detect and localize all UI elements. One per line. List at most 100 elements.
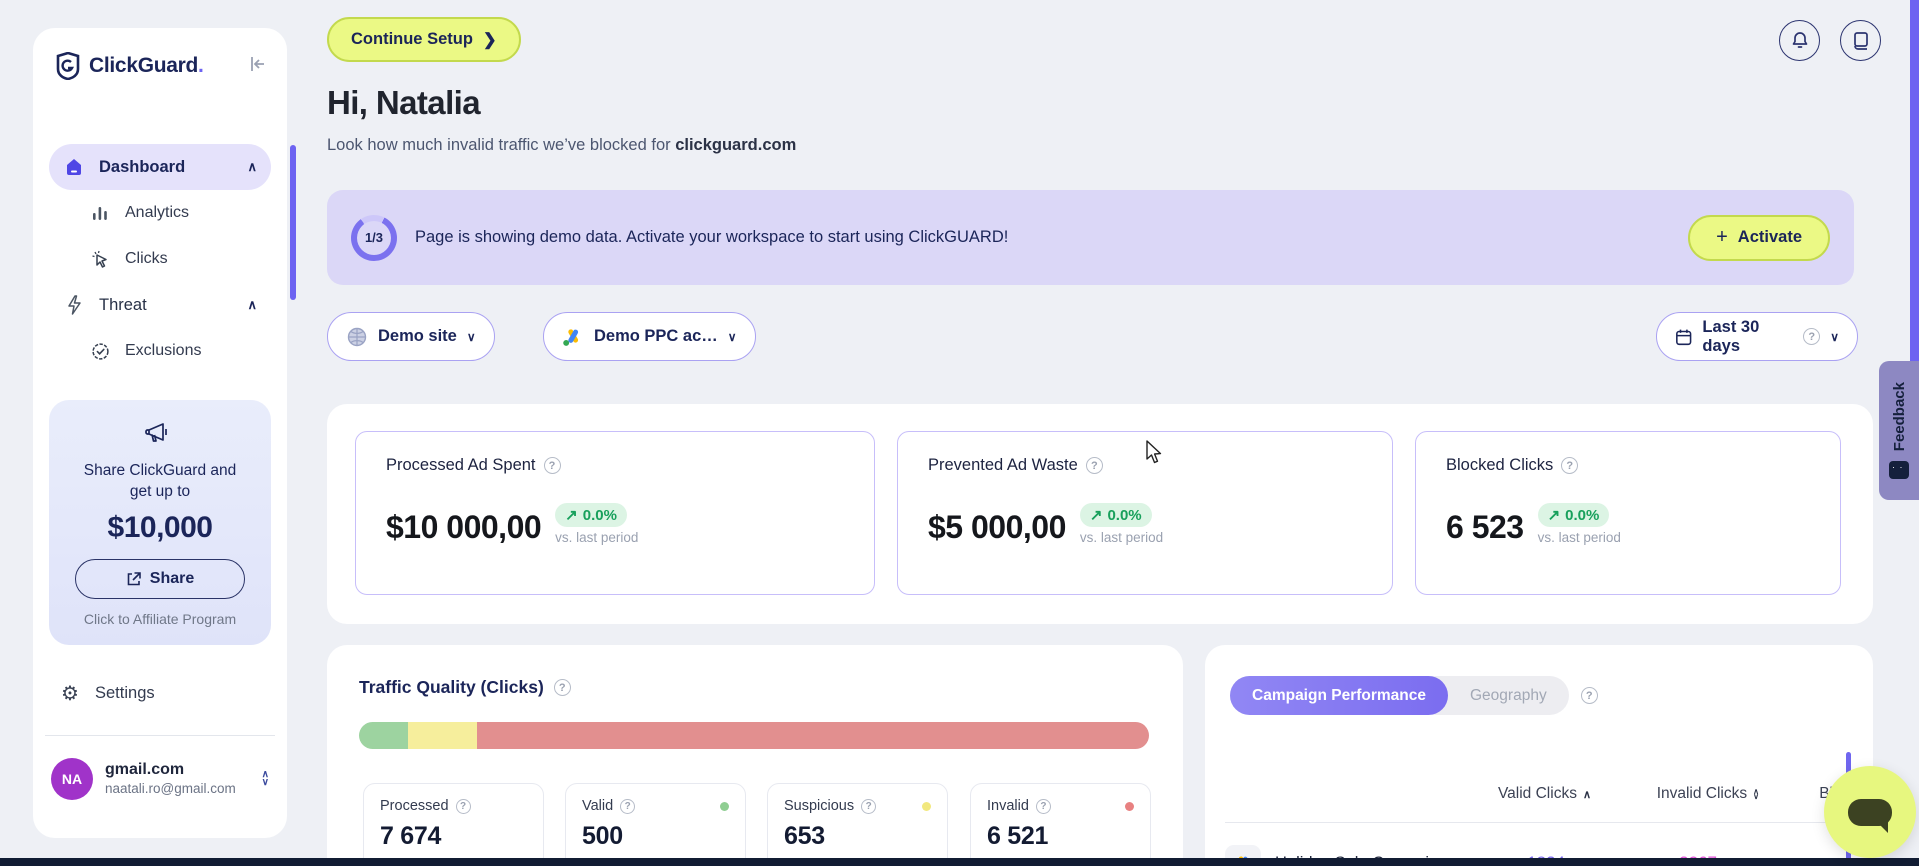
sidebar-collapse-icon[interactable] <box>249 56 267 77</box>
table-divider <box>1225 822 1857 823</box>
settings-label: Settings <box>95 684 155 703</box>
traffic-stat-label: Invalid <box>987 798 1029 814</box>
ppc-account-label: Demo PPC ac… <box>594 327 718 345</box>
account-email: naatali.ro@gmail.com <box>105 781 236 797</box>
help-icon[interactable]: ? <box>543 457 561 474</box>
help-icon[interactable]: ? <box>1085 457 1103 474</box>
promo-caption: Click to Affiliate Program <box>83 610 237 627</box>
continue-setup-button[interactable]: Continue Setup ❯ <box>327 17 521 62</box>
promo-line2: get up to <box>129 482 191 500</box>
traffic-stat-value: 6 521 <box>987 822 1049 850</box>
valid-dot-icon <box>720 801 729 811</box>
site-filter-dropdown[interactable]: Demo site ∨ <box>327 312 495 361</box>
activate-label: Activate <box>1737 228 1802 246</box>
traffic-stat-suspicious: Suspicious ? 653 ↗0.00% <box>767 783 948 866</box>
bottom-edge-strip <box>0 858 1919 866</box>
gear-icon: ⚙ <box>61 683 79 706</box>
help-icon[interactable]: ? <box>1035 798 1051 814</box>
traffic-stat-label: Valid <box>582 798 614 814</box>
column-valid-clicks[interactable]: Valid Clicks ∧ <box>1497 785 1591 802</box>
bar-chart-icon <box>89 202 111 224</box>
sidebar-item-label: Exclusions <box>125 342 202 359</box>
share-button[interactable]: Share <box>75 558 245 599</box>
feedback-smiley-icon <box>1889 461 1909 480</box>
chat-launcher-button[interactable] <box>1824 766 1916 858</box>
suspicious-dot-icon <box>922 801 931 811</box>
trend-up-icon: ↗ <box>1089 507 1103 524</box>
compare-label: vs. last period <box>1537 530 1621 545</box>
sidebar-item-analytics[interactable]: Analytics <box>49 190 271 236</box>
chat-bubble-icon <box>1848 798 1892 833</box>
bell-icon <box>1792 32 1807 48</box>
affiliate-promo-card[interactable]: Share ClickGuard and get up to $10,000 S… <box>49 400 271 645</box>
shield-logo-icon <box>56 52 80 80</box>
help-icon[interactable]: ? <box>861 798 877 814</box>
sidebar-scrollbar[interactable] <box>290 145 296 300</box>
logo-dot: . <box>198 54 204 77</box>
tab-geography[interactable]: Geography <box>1470 686 1547 704</box>
stat-card-prevented-ad-waste: Prevented Ad Waste ? $5 000,00 ↗ 0.0% vs.… <box>897 431 1393 595</box>
traffic-stat-value: 653 <box>784 822 825 850</box>
account-name: gmail.com <box>105 761 185 779</box>
stat-value: $10 000,00 <box>386 509 542 545</box>
sidebar-item-clicks[interactable]: Clicks <box>49 236 271 282</box>
plus-icon: + <box>1716 226 1728 248</box>
delta-badge: ↗ 0.0% <box>1537 503 1610 527</box>
help-icon[interactable]: ? <box>1580 687 1598 704</box>
stat-value: 6 523 <box>1446 509 1524 545</box>
column-invalid-clicks[interactable]: Invalid Clicks ∧ ∨ <box>1656 785 1759 802</box>
sidebar-nav: Dashboard ∧ Analytics Clicks T <box>49 144 271 374</box>
book-icon <box>1853 31 1868 50</box>
traffic-stat-processed: Processed ? 7 674 ↗0.00% <box>363 783 544 866</box>
traffic-quality-panel: Traffic Quality (Clicks) ? Processed ? 7… <box>327 645 1183 866</box>
valid-segment <box>359 722 408 749</box>
tab-campaign-performance[interactable]: Campaign Performance <box>1230 676 1448 715</box>
help-icon[interactable]: ? <box>553 679 571 696</box>
stat-label: Processed Ad Spent <box>386 456 536 474</box>
banner-message: Page is showing demo data. Activate your… <box>415 228 1009 246</box>
invalid-segment <box>477 722 1149 749</box>
sort-asc-icon: ∧ <box>1582 788 1591 801</box>
promo-amount: $10,000 <box>107 510 213 544</box>
help-icon[interactable]: ? <box>620 798 636 814</box>
help-icon[interactable]: ? <box>455 798 471 814</box>
clickguard-logo: ClickGuard. <box>55 52 204 80</box>
delta-badge: ↗ 0.0% <box>1079 503 1152 527</box>
help-icon: ? <box>1803 328 1821 345</box>
sidebar-item-dashboard[interactable]: Dashboard ∧ <box>49 144 271 190</box>
sidebar-item-settings[interactable]: ⚙ Settings <box>49 683 271 705</box>
sidebar-item-threat[interactable]: Threat ∧ <box>49 282 271 328</box>
setup-progress-label: 1/3 <box>357 220 391 255</box>
external-link-icon <box>127 572 141 586</box>
traffic-stat-value: 500 <box>582 822 623 850</box>
chevron-up-icon[interactable]: ∧ <box>247 159 257 174</box>
lightning-icon <box>63 294 85 316</box>
page-scrollbar[interactable] <box>1910 0 1919 452</box>
filters-row: Demo site ∨ Demo PPC ac… ∨ Last 30 days … <box>327 312 1858 361</box>
traffic-quality-stacked-bar <box>359 722 1149 749</box>
traffic-stat-valid: Valid ? 500 ↗0.00% <box>565 783 746 866</box>
tab-group: Campaign Performance Geography <box>1230 676 1569 715</box>
docs-button[interactable] <box>1840 20 1881 61</box>
google-ads-icon <box>563 328 579 346</box>
logo-text: ClickGuard <box>89 54 199 77</box>
delta-badge: ↗ 0.0% <box>555 503 627 527</box>
account-switcher[interactable]: NA gmail.com naatali.ro@gmail.com ∧ ∨ <box>49 757 271 800</box>
compare-label: vs. last period <box>1079 530 1164 545</box>
chevron-up-icon[interactable]: ∧ <box>247 297 257 312</box>
campaign-performance-panel: Campaign Performance Geography ? Valid C… <box>1205 645 1873 866</box>
help-icon[interactable]: ? <box>1561 457 1579 474</box>
demo-data-banner: 1/3 Page is showing demo data. Activate … <box>327 190 1854 285</box>
date-range-dropdown[interactable]: Last 30 days ? ∨ <box>1656 312 1858 361</box>
arrow-right-icon: ❯ <box>482 30 497 49</box>
ppc-account-dropdown[interactable]: Demo PPC ac… ∨ <box>543 312 756 361</box>
kpi-panel: Processed Ad Spent ? $10 000,00 ↗ 0.0% vs… <box>327 404 1873 624</box>
sort-both-icon: ∧ ∨ <box>1753 787 1759 801</box>
notifications-button[interactable] <box>1779 20 1820 61</box>
feedback-tab[interactable]: Feedback <box>1879 361 1919 500</box>
activate-button[interactable]: + Activate <box>1688 214 1830 261</box>
trend-up-icon: ↗ <box>565 507 578 524</box>
traffic-stat-label: Suspicious <box>784 798 855 814</box>
sidebar-item-exclusions[interactable]: Exclusions <box>49 328 271 374</box>
